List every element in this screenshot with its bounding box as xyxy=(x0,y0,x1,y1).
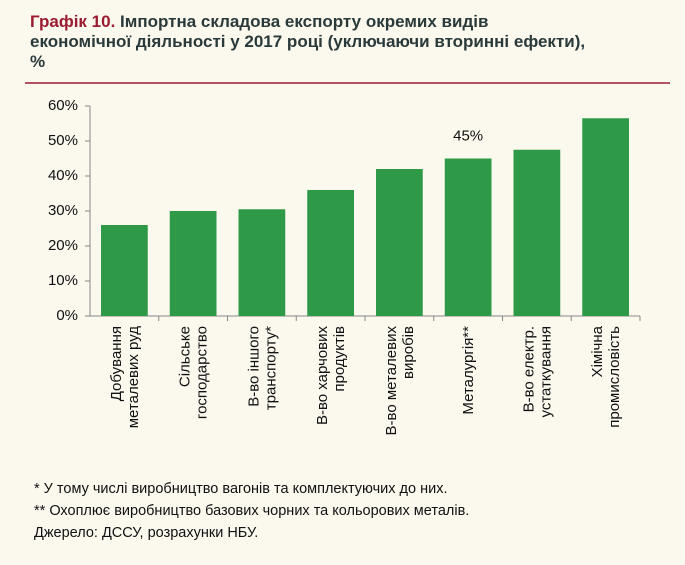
x-tick-label: продуктів xyxy=(331,326,348,392)
x-tick-label: виробів xyxy=(400,326,417,379)
x-tick-label: В-во металевих xyxy=(383,326,400,436)
x-tick-label: Добування xyxy=(108,326,125,401)
footnote: * У тому числі виробництво вагонів та ко… xyxy=(34,481,448,497)
title-label: Графік 10. xyxy=(30,12,116,31)
x-tick-label: транспорту* xyxy=(262,326,279,410)
x-tick-label: Сільське xyxy=(177,326,194,387)
bar xyxy=(582,118,629,316)
y-tick-label: 40% xyxy=(48,167,78,184)
bar xyxy=(101,225,148,316)
x-tick-label: В-во іншого xyxy=(245,326,262,407)
y-tick-label: 10% xyxy=(48,272,78,289)
x-tick-label: промисловість xyxy=(606,326,623,428)
y-tick-label: 60% xyxy=(48,97,78,114)
y-tick-label: 50% xyxy=(48,132,78,149)
bar xyxy=(169,211,217,316)
title-text: Імпортна складова експорту окремих видів… xyxy=(30,12,586,71)
y-tick-label: 30% xyxy=(48,202,78,219)
x-tick-label: Хімічна xyxy=(589,325,606,377)
bar xyxy=(376,169,423,316)
bar xyxy=(444,158,492,316)
x-tick-label: В-во харчових xyxy=(314,326,331,426)
x-tick-label: В-во електр. xyxy=(520,326,537,412)
y-tick-label: 20% xyxy=(48,237,78,254)
x-tick-label: Металургія** xyxy=(460,326,477,415)
x-tick-label: господарство xyxy=(194,326,211,419)
bar xyxy=(238,209,286,316)
x-tick-label: устаткування xyxy=(537,326,554,417)
footnote: Джерело: ДССУ, розрахунки НБУ. xyxy=(34,525,259,541)
y-tick-label: 0% xyxy=(56,307,78,324)
bar xyxy=(513,149,561,316)
title: Графік 10. Імпортна складова експорту ок… xyxy=(30,12,590,72)
x-tick-label: металевих руд xyxy=(125,326,142,428)
footnote: ** Охоплює виробництво базових чорних та… xyxy=(34,503,470,519)
value-label: 45% xyxy=(453,127,483,144)
bar xyxy=(307,190,354,316)
